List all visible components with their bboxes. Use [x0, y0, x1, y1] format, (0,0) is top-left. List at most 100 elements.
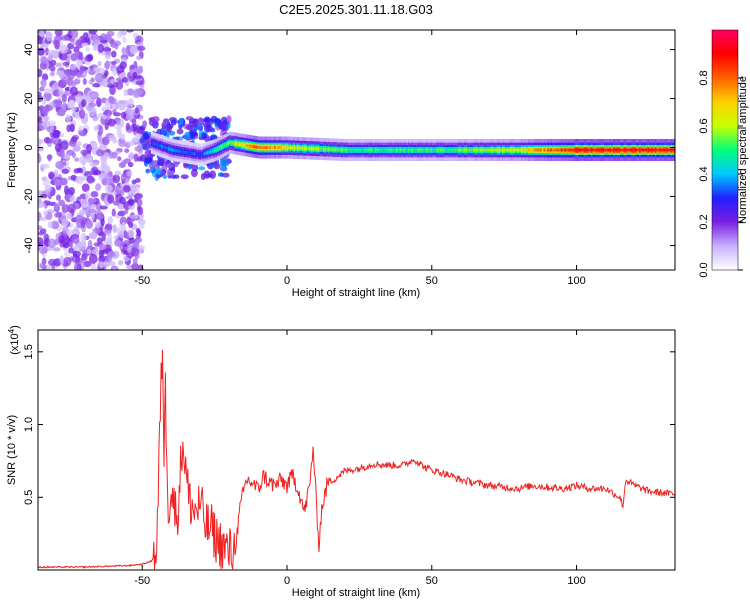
noise-blob: [116, 99, 126, 105]
band-cell: [209, 150, 213, 154]
band-cell: [672, 148, 675, 152]
noise-blob: [128, 204, 135, 210]
band-cell: [442, 148, 445, 152]
band-cell: [576, 148, 579, 152]
band-cell: [295, 146, 298, 150]
noise-blob: [104, 184, 113, 193]
band-cell: [260, 146, 263, 150]
noise-blob: [112, 112, 122, 117]
noise-blob: [188, 118, 197, 124]
noise-blob: [221, 159, 230, 167]
noise-blob: [82, 78, 87, 86]
band-cell: [352, 148, 355, 152]
band-cell: [413, 148, 416, 152]
band-cell: [527, 148, 531, 152]
band-cell: [590, 148, 593, 152]
band-cell: [569, 148, 572, 152]
band-cell: [170, 148, 173, 152]
noise-blob: [189, 129, 197, 136]
noise-blob: [39, 194, 48, 199]
noise-blob: [75, 39, 84, 49]
band-cell: [201, 153, 204, 156]
noise-blob: [122, 36, 127, 44]
noise-blob: [142, 120, 147, 128]
noise-blob: [136, 198, 143, 207]
noise-blob: [38, 153, 41, 163]
noise-blob: [89, 162, 98, 168]
band-cell: [364, 148, 367, 152]
noise-blob: [59, 148, 65, 159]
noise-blob: [121, 159, 127, 166]
band-cell: [484, 148, 487, 152]
noise-blob: [42, 209, 48, 216]
noise-blob: [166, 125, 173, 133]
noise-blob: [112, 174, 121, 184]
band-cell: [208, 150, 211, 154]
noise-blob: [47, 258, 57, 267]
band-cell: [282, 146, 286, 150]
band-cell: [187, 151, 190, 155]
noise-blob: [112, 266, 117, 270]
band-cell: [394, 148, 397, 152]
band-cell: [633, 148, 637, 152]
band-cell: [267, 146, 270, 150]
noise-blob: [61, 204, 70, 213]
band-cell: [479, 148, 482, 152]
band-cell: [222, 144, 225, 148]
band-cell: [494, 148, 498, 152]
noise-blob: [62, 61, 70, 66]
snr-y-multiplier: (x104): [7, 325, 21, 355]
band-cell: [232, 141, 235, 145]
band-cell: [176, 149, 180, 153]
band-cell: [508, 148, 512, 152]
band-cell: [180, 150, 183, 154]
noise-blob: [48, 238, 57, 249]
noise-blob: [117, 260, 124, 266]
noise-blob: [197, 122, 202, 127]
spectrogram-y-label: Frequency (Hz): [6, 112, 18, 188]
spectral-band: [150, 131, 675, 166]
band-cell: [218, 146, 221, 150]
band-cell: [199, 153, 202, 157]
noise-blob: [100, 218, 105, 226]
noise-blob: [82, 260, 92, 268]
band-cell: [381, 148, 385, 152]
band-cell: [152, 141, 155, 145]
noise-blob: [85, 152, 92, 162]
noise-blob: [119, 61, 127, 70]
noise-blob: [47, 220, 53, 229]
noise-blob: [117, 156, 122, 162]
band-cell: [529, 148, 532, 152]
noise-blob: [55, 194, 62, 201]
band-cell: [258, 146, 261, 150]
noise-blob: [219, 165, 228, 172]
band-cell: [630, 148, 633, 152]
noise-blob: [128, 237, 136, 244]
noise-blob: [39, 262, 45, 270]
noise-blob: [219, 172, 224, 177]
noise-blob: [38, 236, 44, 246]
noise-blob: [124, 148, 130, 153]
noise-blob: [71, 234, 80, 244]
band-cell: [369, 148, 373, 152]
spectrogram-y-tick-label: -20: [23, 189, 35, 205]
band-cell: [203, 152, 206, 156]
band-cell: [355, 148, 359, 152]
band-cell: [192, 152, 195, 156]
band-cell: [618, 148, 621, 152]
band-cell: [366, 148, 369, 152]
band-cell: [526, 148, 529, 152]
noise-blob: [70, 53, 78, 62]
noise-blob: [39, 216, 48, 222]
band-cell: [281, 146, 284, 150]
noise-blob: [66, 149, 75, 156]
noise-blob: [64, 250, 71, 257]
noise-blob: [69, 123, 75, 133]
noise-blob: [99, 205, 108, 210]
colorbar-label: Normalized spectral amplitude: [737, 76, 749, 224]
band-cell: [600, 148, 604, 152]
band-cell: [611, 148, 614, 152]
spectrogram-y-tick-label: -40: [23, 238, 35, 254]
noise-blob: [113, 235, 119, 240]
noise-blob: [102, 47, 112, 52]
